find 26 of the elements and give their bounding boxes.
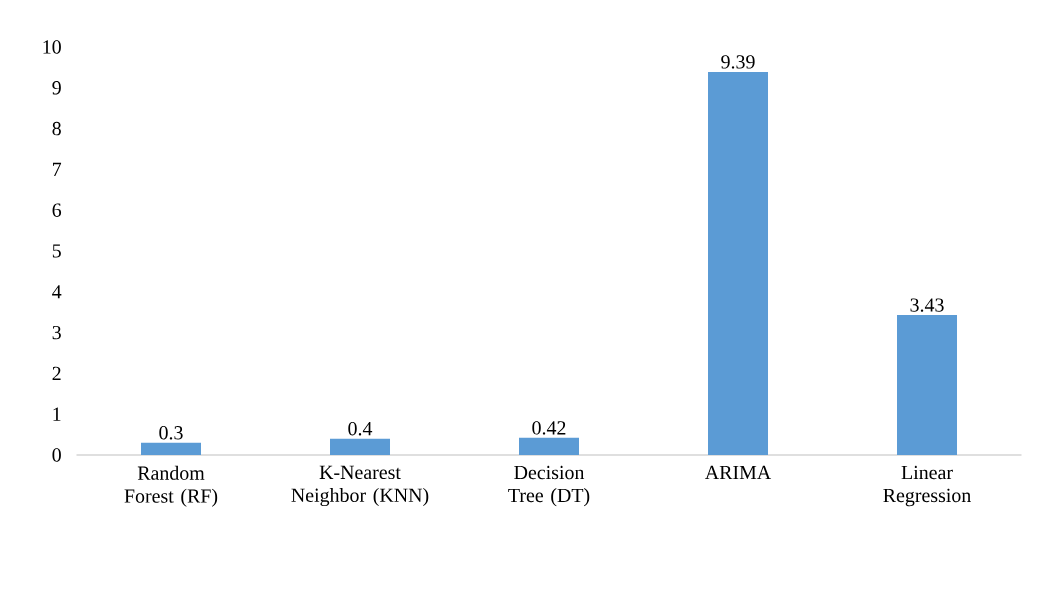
y-tick-label: 7 xyxy=(53,162,62,176)
data-label: 9.39 xyxy=(721,55,755,69)
y-tick-label: 1 xyxy=(53,407,61,421)
y-tick-label: 5 xyxy=(52,244,61,258)
bar xyxy=(330,438,390,455)
data-label: 3.43 xyxy=(910,298,944,312)
bar xyxy=(141,442,201,455)
data-label: 0.42 xyxy=(532,421,566,435)
y-tick-label: 2 xyxy=(52,366,61,380)
y-tick-label: 0 xyxy=(52,448,61,462)
y-tick-label: 10 xyxy=(43,40,61,54)
bar xyxy=(897,315,958,455)
data-label: 0.3 xyxy=(159,426,183,440)
bar xyxy=(708,71,769,455)
x-tick-label: K-Nearest Neighbor (KNN) xyxy=(291,465,429,507)
data-label: 0.4 xyxy=(348,421,373,436)
x-tick-label: Decision Tree (DT) xyxy=(508,465,590,507)
bar xyxy=(519,437,579,455)
y-tick-label: 3 xyxy=(52,325,61,340)
y-tick-label: 8 xyxy=(52,121,61,136)
x-tick-label: Random Forest (RF) xyxy=(124,465,218,507)
x-tick-label: Linear Regression xyxy=(883,465,971,507)
y-tick-label: 9 xyxy=(52,81,61,95)
y-tick-label: 4 xyxy=(52,285,62,299)
y-tick-label: 6 xyxy=(52,203,62,217)
x-tick-label: ARIMA xyxy=(704,465,772,479)
